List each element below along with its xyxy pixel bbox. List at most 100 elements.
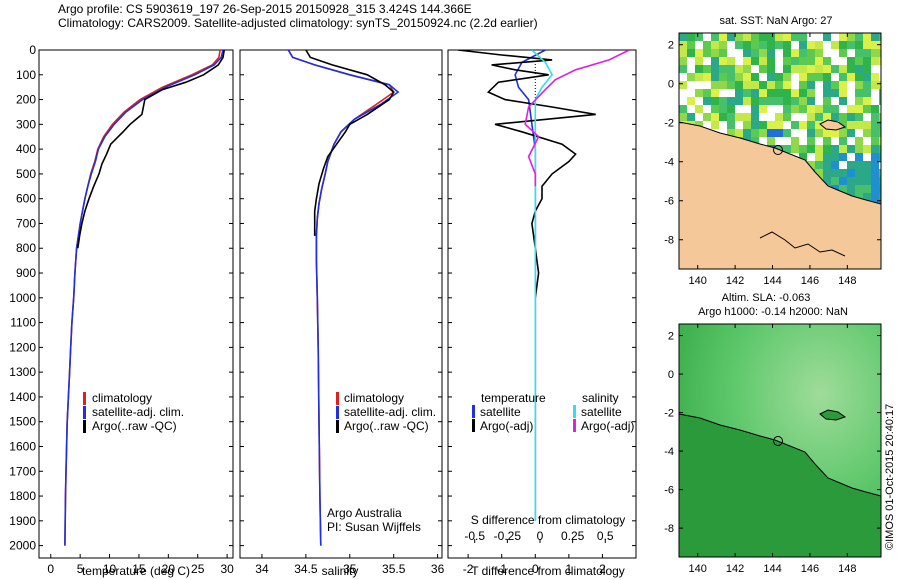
depth-tick-label: 1300 <box>9 365 36 379</box>
sst-cell <box>679 33 687 41</box>
sst-cell <box>695 73 703 81</box>
sst-cell <box>695 81 703 89</box>
sst-cell <box>727 33 735 41</box>
land-new-britain-sla <box>819 409 847 421</box>
depth-tick-label: 400 <box>16 142 36 156</box>
x-tick-label: 36 <box>431 562 445 576</box>
sst-cell <box>767 49 775 57</box>
sst-cell <box>727 97 735 105</box>
sst-cell <box>751 89 759 97</box>
sst-cell <box>719 65 727 73</box>
sst-cell <box>783 49 791 57</box>
sst-cell <box>871 49 879 57</box>
sst-cell <box>847 33 855 41</box>
series-salinity-argo-adj- <box>524 50 630 187</box>
sst-cell <box>799 121 807 129</box>
sst-cell <box>751 97 759 105</box>
sst-cell <box>759 81 767 89</box>
lon-tick-label: 144 <box>763 275 781 287</box>
sst-cell <box>847 97 855 105</box>
sst-cell <box>679 113 687 121</box>
sst-cell <box>743 81 751 89</box>
sst-cell <box>799 81 807 89</box>
salinity-legend: climatology satellite-adj. clim. Argo(..… <box>327 391 436 534</box>
depth-tick-label: 1700 <box>9 464 36 478</box>
sst-cell <box>743 113 751 121</box>
sst-cell <box>855 121 863 129</box>
sst-cell <box>879 113 881 121</box>
sst-cell <box>735 73 743 81</box>
sst-cell <box>815 73 823 81</box>
sst-cell <box>847 177 855 185</box>
sst-cell <box>839 41 847 49</box>
sst-cell <box>839 105 847 113</box>
s-diff-tick-label: 0.25 <box>561 529 585 543</box>
sst-cell <box>879 81 881 89</box>
lon-tick-label: 144 <box>763 563 781 575</box>
sst-cell <box>791 97 799 105</box>
sst-cell <box>703 81 711 89</box>
legend-t-satellite: satellite <box>480 405 521 419</box>
sst-cell <box>855 113 863 121</box>
land-new-guinea-sla <box>679 413 881 557</box>
legend-swatch-t-argo <box>472 419 475 432</box>
sst-cell <box>711 65 719 73</box>
sst-cell <box>879 169 881 177</box>
legend-salinity-title: salinity <box>582 391 619 405</box>
sst-cell <box>871 121 879 129</box>
sst-cell <box>791 33 799 41</box>
sst-cell <box>815 65 823 73</box>
sst-cell <box>735 113 743 121</box>
sst-cell <box>863 73 871 81</box>
credit-pi: PI: Susan Wijffels <box>327 520 421 534</box>
sst-cell <box>799 97 807 105</box>
sst-cell <box>783 65 791 73</box>
sst-cell <box>871 73 879 81</box>
sst-cell <box>815 113 823 121</box>
sst-cell <box>839 73 847 81</box>
s-diff-tick-label: 0.5 <box>597 529 614 543</box>
sst-cell <box>799 105 807 113</box>
sst-cell <box>831 89 839 97</box>
sst-cell <box>847 121 855 129</box>
sst-cell <box>807 105 815 113</box>
sst-cell <box>743 65 751 73</box>
sst-cell <box>871 169 879 177</box>
sst-cell <box>879 49 881 57</box>
sst-cell <box>783 89 791 97</box>
legend-swatch-argo <box>83 420 86 433</box>
legend-swatch-climatology <box>336 392 339 405</box>
sst-cell <box>711 113 719 121</box>
sst-cell <box>823 41 831 49</box>
sst-cell <box>775 129 783 137</box>
sst-cell <box>799 129 807 137</box>
sst-cell <box>735 81 743 89</box>
sst-cell <box>751 57 759 65</box>
sst-cell <box>799 113 807 121</box>
header-line-1: Argo profile: CS 5903619_197 26-Sep-2015… <box>58 2 472 16</box>
difference-panel <box>447 49 637 559</box>
sst-cell <box>807 145 815 153</box>
sst-cell <box>783 137 791 145</box>
sst-cell <box>879 153 881 161</box>
sst-cell <box>719 129 727 137</box>
depth-tick-label: 1200 <box>9 340 36 354</box>
credit-argo-australia: Argo Australia <box>327 506 402 520</box>
sst-cell <box>831 137 839 145</box>
lat-tick-label: -4 <box>664 446 674 458</box>
sst-cell <box>719 73 727 81</box>
sst-cell <box>871 193 879 201</box>
sst-cell <box>719 57 727 65</box>
sst-cell <box>711 33 719 41</box>
sst-cell <box>751 105 759 113</box>
sst-cell <box>751 129 759 137</box>
land-new-guinea <box>679 121 881 269</box>
sst-cell <box>695 121 703 129</box>
depth-tick-label: 1800 <box>9 489 36 503</box>
sst-cell <box>815 169 823 177</box>
sst-cell <box>679 81 687 89</box>
sst-cell <box>719 97 727 105</box>
sst-cell <box>855 153 863 161</box>
sst-cell <box>759 65 767 73</box>
sst-cell <box>831 129 839 137</box>
